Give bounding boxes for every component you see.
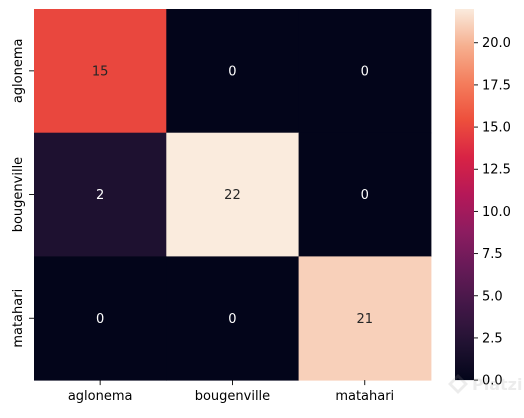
y-axis: aglonema bougenville matahari	[11, 39, 34, 348]
colorbar-tick-label-7: 17.5	[482, 78, 511, 93]
cell-value-1-2: 0	[361, 188, 369, 203]
x-tick-label-1: bougenville	[195, 389, 270, 404]
colorbar-tick-label-3: 7.5	[482, 247, 503, 262]
cell-value-2-0: 0	[96, 312, 104, 327]
heatmap-cell-2-0	[34, 256, 167, 381]
x-tick-label-2: matahari	[335, 389, 394, 404]
y-tick-label-0: aglonema	[11, 39, 26, 104]
heatmap-cell-0-1	[166, 9, 300, 134]
cell-value-0-2: 0	[361, 64, 369, 79]
cell-value-2-1: 0	[228, 312, 236, 327]
heatmap-cell-2-2	[298, 256, 432, 381]
colorbar-tick-label-2: 5.0	[482, 289, 503, 304]
watermark-text: Platzi	[472, 375, 522, 394]
heatmap-cells	[34, 9, 432, 381]
y-tick-label-1: bougenville	[11, 157, 26, 232]
cell-value-0-1: 0	[228, 64, 236, 79]
colorbar-tick-label-0: 0.0	[482, 374, 503, 389]
colorbar-gradient	[455, 9, 474, 381]
x-tick-label-0: aglonema	[68, 389, 133, 404]
heatmap-cell-2-1	[166, 256, 300, 381]
platzi-logo-icon	[448, 374, 468, 394]
colorbar: 0.0 2.5 5.0 7.5 10.0 12.5 15.0 17.5 20.0	[455, 9, 511, 389]
colorbar-tick-label-5: 12.5	[482, 163, 511, 178]
cell-annotations: 15 0 02 22 00 0 21	[92, 64, 373, 326]
x-axis: aglonema bougenville matahari	[68, 380, 394, 404]
cell-value-1-1: 22	[224, 188, 241, 203]
heatmap-cell-1-1	[166, 132, 300, 257]
platzi-watermark: Platzi	[448, 374, 522, 394]
cell-value-1-0: 2	[96, 188, 104, 203]
cell-value-2-2: 21	[356, 312, 373, 327]
colorbar-tick-label-4: 10.0	[482, 205, 511, 220]
colorbar-tick-label-1: 2.5	[482, 331, 503, 346]
heatmap-cell-0-2	[298, 9, 432, 134]
cell-value-0-0: 15	[92, 64, 109, 79]
heatmap-cell-1-2	[298, 132, 432, 257]
colorbar-tick-label-6: 15.0	[482, 121, 511, 136]
heatmap-cell-1-0	[34, 132, 167, 257]
colorbar-tick-label-8: 20.0	[482, 36, 511, 51]
heatmap-cell-0-0	[34, 9, 167, 134]
y-tick-label-2: matahari	[11, 289, 26, 348]
